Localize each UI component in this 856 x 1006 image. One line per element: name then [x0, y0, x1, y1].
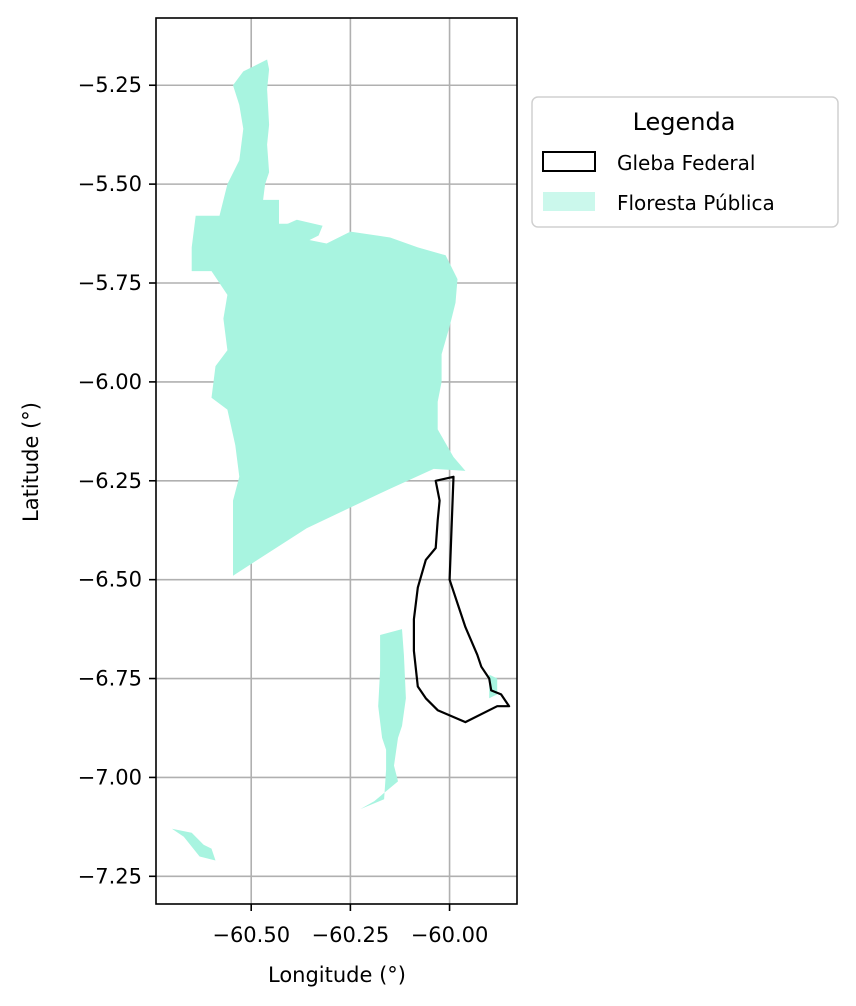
legend-swatch-floresta-publica: [543, 192, 595, 211]
y-tick-label-2: −5.75: [78, 271, 142, 295]
y-tick-label-4: −6.25: [78, 469, 142, 493]
gleba-federal-polygon-0: [412, 475, 511, 724]
y-tick-label-7: −7.00: [78, 765, 142, 789]
legend-frame: [531, 96, 839, 228]
map-axes: −60.50 −60.25 −60.00 −5.25 −5.50 −5.75 −6.00 −6…: [78, 17, 518, 947]
y-tick-label-5: −6.50: [78, 568, 142, 592]
legend-swatch-gleba-federal: [542, 151, 596, 172]
plot-frame: [155, 17, 518, 905]
y-tick-label-1: −5.50: [78, 172, 142, 196]
floresta-publica-polygon-3: [171, 828, 216, 861]
x-tick-label-0: −60.50: [212, 923, 290, 947]
y-tick-label-8: −7.25: [78, 864, 142, 888]
legend-label-gleba-federal: Gleba Federal: [617, 151, 755, 175]
y-axis-label: Latitude (°): [19, 402, 43, 522]
floresta-publica-polygon-1: [279, 219, 323, 246]
x-tick-label-2: −60.00: [411, 923, 489, 947]
floresta-publica-polygon-2: [360, 629, 406, 810]
y-tick-label-6: −6.75: [78, 667, 142, 691]
legend-label-floresta-publica: Floresta Pública: [617, 191, 775, 215]
floresta-publica-polygon-0: [191, 59, 466, 576]
y-tick-label-3: −6.00: [78, 370, 142, 394]
plot-content: [156, 18, 517, 904]
y-tick-label-0: −5.25: [78, 73, 142, 97]
x-tick-label-1: −60.25: [312, 923, 390, 947]
legend: Legenda Gleba Federal Floresta Pública: [531, 96, 839, 228]
legend-title: Legenda: [633, 108, 736, 136]
x-axis-label: Longitude (°): [268, 963, 406, 987]
map-plot-area: [156, 18, 517, 904]
